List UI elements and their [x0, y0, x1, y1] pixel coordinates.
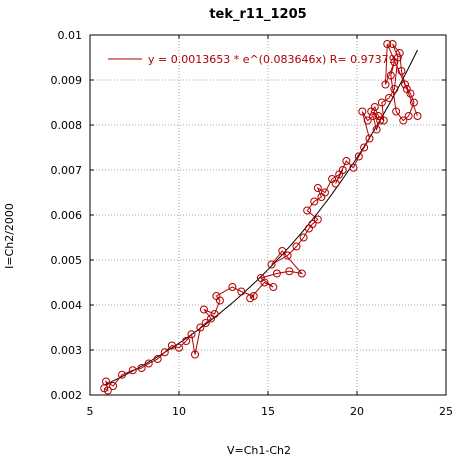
y-tick-label: 0.004	[51, 299, 83, 312]
data-point	[303, 206, 312, 215]
data-point	[313, 215, 322, 224]
data-point	[103, 386, 112, 395]
data-point	[401, 80, 410, 89]
data-point	[283, 251, 292, 260]
data-point	[144, 359, 153, 368]
data-point	[363, 116, 372, 125]
data-point	[267, 260, 276, 269]
data-point	[413, 112, 422, 120]
x-axis-label: V=Ch1-Ch2	[227, 444, 291, 457]
data-point	[228, 283, 237, 291]
fit-curve	[103, 49, 418, 386]
data-point	[308, 220, 317, 228]
data-point	[187, 330, 196, 339]
data-point	[409, 98, 418, 107]
data-point	[395, 49, 404, 57]
data-point	[118, 370, 127, 379]
data-point	[360, 143, 369, 152]
data-point	[372, 125, 381, 134]
y-tick-label: 0.01	[58, 29, 83, 42]
x-tick-label: 5	[87, 405, 94, 418]
data-point	[349, 163, 358, 172]
data-point	[358, 107, 367, 116]
data-point	[365, 134, 374, 143]
data-point	[338, 166, 347, 174]
data-point	[402, 85, 411, 93]
data-point	[383, 40, 392, 48]
y-axis-ticks: 0.002 0.003 0.004 0.005 0.006 0.007 0.008 0.009…	[51, 29, 446, 402]
y-tick-label: 0.005	[51, 254, 83, 267]
legend: y = 0.0013653 * e^(0.083646x) R= 0.97379	[108, 53, 396, 66]
data-point	[128, 366, 137, 375]
data-point	[285, 267, 294, 276]
data-point	[167, 341, 176, 350]
data-point	[397, 67, 406, 75]
data-point	[182, 337, 191, 345]
y-tick-label: 0.009	[51, 74, 83, 87]
data-point	[392, 107, 401, 116]
x-tick-label: 10	[172, 405, 186, 418]
data-point	[388, 40, 397, 48]
data-point	[390, 58, 399, 66]
y-tick-label: 0.006	[51, 209, 83, 222]
data-point	[370, 103, 379, 111]
data-point	[212, 292, 221, 300]
data-point	[379, 116, 388, 125]
data-point	[376, 116, 385, 125]
data-point	[390, 85, 399, 93]
x-tick-label: 25	[439, 405, 453, 418]
data-point	[385, 94, 394, 102]
data-point	[342, 157, 351, 165]
data-point	[299, 233, 308, 242]
data-point	[201, 319, 210, 327]
data-point	[374, 112, 383, 120]
data-point	[331, 179, 340, 188]
y-tick-label: 0.002	[51, 389, 83, 402]
data-point	[272, 269, 281, 278]
data-point	[354, 152, 363, 161]
y-tick-label: 0.008	[51, 119, 83, 132]
data-point	[160, 348, 169, 357]
data-series-line	[103, 43, 418, 392]
x-axis-ticks: 5 10 15 20 25	[87, 35, 453, 418]
data-point	[199, 305, 208, 314]
legend-entry-fit: y = 0.0013653 * e^(0.083646x) R= 0.97379	[148, 53, 396, 66]
data-point	[175, 343, 183, 352]
data-point	[297, 269, 306, 278]
data-point	[386, 71, 395, 80]
chart-title: tek_r11_1205	[209, 7, 306, 22]
data-point	[237, 287, 246, 296]
data-point	[137, 364, 146, 372]
data-point	[381, 80, 390, 89]
data-point	[377, 98, 386, 107]
y-axis-label: I=Ch2/2000	[3, 203, 16, 269]
x-tick-label: 20	[350, 405, 364, 418]
data-point	[310, 197, 319, 206]
x-tick-label: 15	[261, 405, 275, 418]
data-point	[313, 184, 322, 192]
data-point	[292, 242, 301, 251]
data-layer	[100, 40, 422, 395]
y-tick-label: 0.003	[51, 344, 83, 357]
y-tick-label: 0.007	[51, 164, 83, 177]
data-point	[256, 274, 265, 282]
data-point	[191, 350, 200, 359]
data-point	[210, 310, 219, 318]
data-point	[246, 294, 255, 303]
data-point	[320, 188, 329, 197]
data-point	[404, 112, 413, 120]
fit-curve-layer	[103, 49, 418, 386]
data-point	[109, 382, 118, 390]
data-point	[369, 112, 378, 120]
data-point	[278, 247, 287, 255]
data-point	[102, 377, 111, 386]
data-point	[269, 283, 278, 291]
data-point	[153, 355, 162, 363]
data-point	[196, 323, 205, 332]
data-point	[399, 116, 408, 125]
